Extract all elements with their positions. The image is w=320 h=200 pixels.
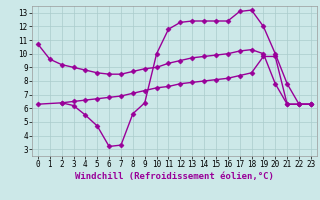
X-axis label: Windchill (Refroidissement éolien,°C): Windchill (Refroidissement éolien,°C)	[75, 172, 274, 181]
